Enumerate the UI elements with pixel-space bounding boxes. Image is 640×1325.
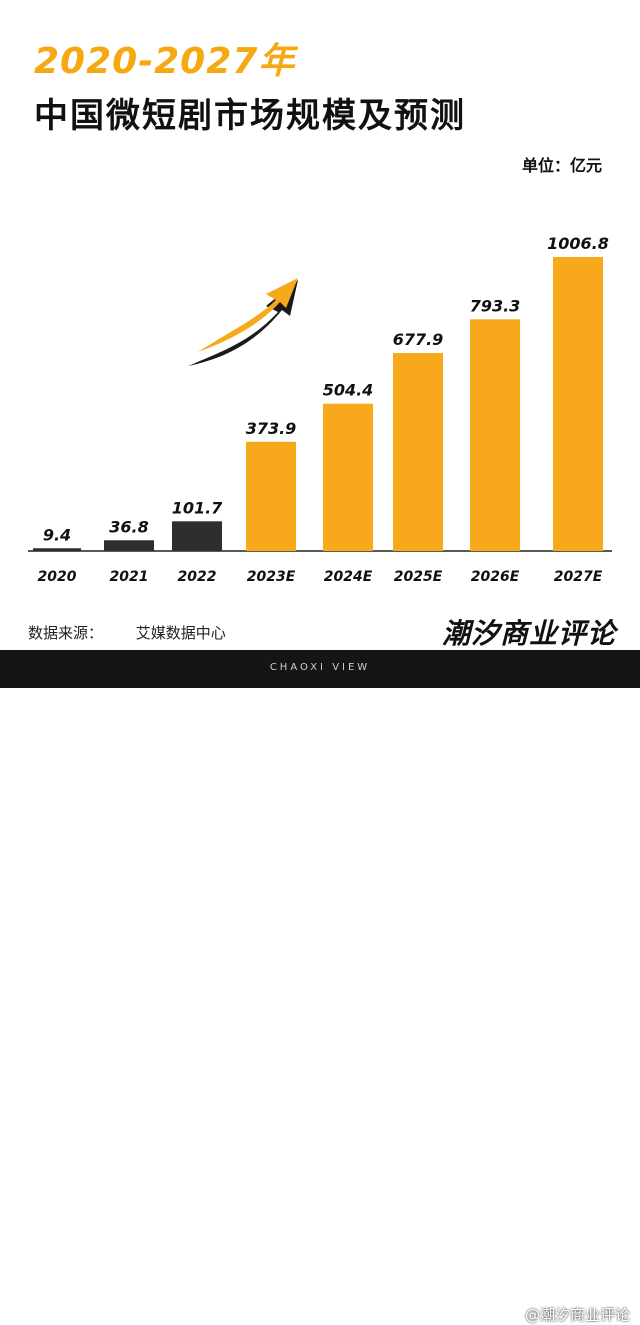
bar-2022 [172, 521, 222, 551]
bar-2021 [104, 540, 154, 551]
bar-value-label: 373.9 [246, 419, 297, 438]
bar-2020 [33, 548, 81, 551]
data-source: 数据来源： 艾媒数据中心 [28, 622, 226, 643]
footer-bar: CHAOXI VIEW @潮汐商业评论 [0, 650, 640, 1324]
bar-2023E [246, 441, 296, 551]
trend-up-arrow-icon [188, 278, 298, 366]
bar-value-label: 793.3 [470, 296, 521, 315]
x-tick-label: 2026E [471, 569, 520, 585]
x-tick-label: 2025E [394, 569, 443, 585]
x-tick-label: 2021 [110, 569, 149, 585]
infographic-card: 2020-2027年 中国微短剧市场规模及预测 单位：亿元 9.4 36.8 101… [0, 0, 640, 650]
bar-2027E [553, 257, 603, 551]
bar-2026E [470, 319, 520, 551]
unit-label: 单位：亿元 [521, 156, 602, 175]
bar-value-label: 1006.8 [547, 234, 609, 253]
bar-value-label: 677.9 [393, 330, 444, 349]
x-tick-label: 2023E [247, 569, 296, 585]
bar-value-label: 101.7 [172, 498, 223, 517]
x-tick-label: 2027E [554, 569, 603, 585]
page-title: 中国微短剧市场规模及预测 [34, 96, 466, 136]
x-tick-label: 2022 [178, 569, 217, 585]
watermark: @潮汐商业评论 [524, 1306, 630, 1324]
source-value: 艾媒数据中心 [135, 624, 226, 642]
bar-value-label: 504.4 [323, 381, 374, 400]
bar-2025E [393, 353, 443, 551]
footer-tagline: CHAOXI VIEW [269, 662, 371, 673]
source-label: 数据来源： [28, 624, 104, 642]
x-tick-label: 2024E [324, 569, 373, 585]
bar-value-label: 36.8 [109, 517, 148, 536]
year-range-title: 2020-2027年 [34, 41, 296, 82]
bar-chart: 9.4 36.8 101.7 373.9 504.4 677.9 793.3 1006.8 2… [28, 234, 612, 585]
bar-2024E [323, 403, 373, 551]
brand-logo: 潮汐商业评论 [441, 617, 616, 650]
bar-value-label: 9.4 [43, 525, 71, 544]
x-tick-label: 2020 [38, 569, 77, 585]
